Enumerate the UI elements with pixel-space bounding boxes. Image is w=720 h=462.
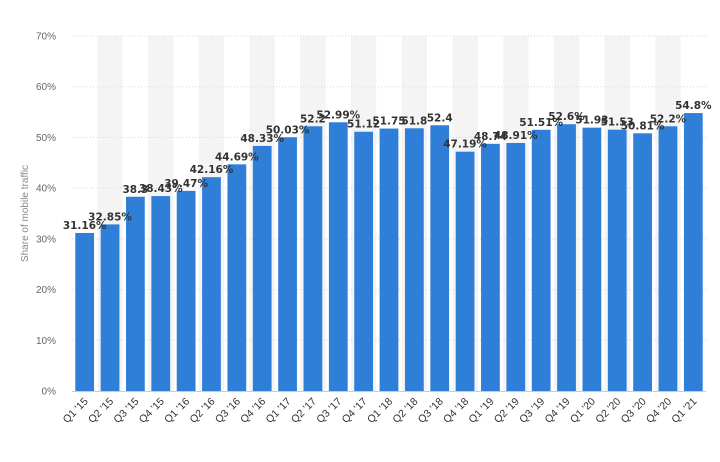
bar <box>506 142 526 391</box>
bar <box>658 126 678 392</box>
bar <box>531 129 551 391</box>
bar <box>100 224 120 391</box>
bar <box>75 232 95 391</box>
x-tick-label: Q3 '20 <box>619 396 649 426</box>
data-label: 38.43% <box>139 183 183 195</box>
bar <box>481 143 500 391</box>
data-label: 31.16% <box>63 220 107 232</box>
x-tick-label: Q3 '17 <box>314 396 344 426</box>
x-tick-label: Q1 '17 <box>264 396 294 426</box>
y-tick-label: 70% <box>36 32 56 43</box>
y-axis-ticks: 0% 10% 20% 30% 40% 50% 60% 70% <box>36 32 56 398</box>
data-label: 51.75 <box>372 116 405 128</box>
bar <box>278 137 297 391</box>
bar <box>430 125 450 391</box>
data-label: 48.74 <box>474 131 507 143</box>
bar <box>582 127 602 391</box>
data-label: 52.2% <box>650 113 687 125</box>
bar <box>303 126 323 392</box>
y-tick-label: 50% <box>36 133 56 144</box>
x-tick-label: Q2 '15 <box>86 396 116 426</box>
y-tick-label: 20% <box>36 285 56 296</box>
x-tick-label: Q4 '17 <box>340 396 370 426</box>
x-tick-label: Q1 '18 <box>365 396 395 426</box>
x-tick-label: Q4 '15 <box>137 396 167 426</box>
data-label: 39.47% <box>164 178 208 190</box>
data-label: 52.4 <box>427 112 453 124</box>
bar <box>151 196 171 391</box>
data-label: 51.51% <box>519 117 563 129</box>
data-label: 48.33% <box>240 133 284 145</box>
data-label: 50.81% <box>621 120 665 132</box>
x-tick-label: Q2 '17 <box>289 396 319 426</box>
data-label: 52.2 <box>300 113 326 125</box>
data-label: 51.93 <box>575 115 608 127</box>
x-tick-label: Q2 '18 <box>390 396 420 426</box>
y-tick-label: 40% <box>36 184 56 195</box>
x-tick-label: Q4 '19 <box>543 396 573 426</box>
bar <box>404 128 424 392</box>
x-tick-label: Q3 '19 <box>517 396 547 426</box>
data-labels: 31.16%32.85% 38.338.43%39.47% 42.16%44.69%… <box>63 100 712 232</box>
data-label: 51.8 <box>401 115 427 127</box>
bar <box>354 131 374 391</box>
data-label: 52.6% <box>548 111 585 123</box>
y-tick-label: 0% <box>42 387 57 398</box>
data-label: 52.99% <box>316 109 360 121</box>
bars <box>75 113 703 392</box>
data-label: 47.19% <box>443 139 487 151</box>
bar <box>227 164 247 391</box>
x-tick-label: Q4 '18 <box>441 396 471 426</box>
bar <box>176 190 196 391</box>
x-tick-label: Q1 '21 <box>669 396 699 426</box>
x-tick-label: Q4 '16 <box>238 396 268 426</box>
bar <box>607 129 627 391</box>
data-label: 32.85% <box>88 211 132 223</box>
x-tick-label: Q1 '16 <box>162 396 192 426</box>
data-label: 50.03% <box>266 124 310 136</box>
bar <box>202 177 221 391</box>
data-label: 48.91% <box>494 130 538 142</box>
bar <box>557 124 576 391</box>
y-tick-label: 10% <box>36 336 56 347</box>
data-label: 44.69% <box>215 151 259 163</box>
bar <box>252 145 272 391</box>
data-label: 51.53 <box>601 117 634 129</box>
x-tick-label: Q3 '18 <box>416 396 446 426</box>
x-tick-label: Q3 '15 <box>111 396 141 426</box>
x-tick-label: Q1 '20 <box>568 396 598 426</box>
bar <box>328 122 348 391</box>
x-tick-label: Q1 '19 <box>466 396 496 426</box>
y-axis-title: Share of mobile traffic <box>20 165 31 262</box>
data-label: 51.12 <box>347 119 380 131</box>
data-label: 54.8% <box>675 100 712 112</box>
x-tick-label: Q2 '19 <box>492 396 522 426</box>
bar <box>683 113 703 391</box>
x-tick-label: Q2 '16 <box>187 396 217 426</box>
x-tick-label: Q2 '20 <box>593 396 623 426</box>
bar <box>126 196 145 391</box>
data-label: 42.16% <box>190 164 234 176</box>
data-label: 38.3 <box>122 184 148 196</box>
y-tick-label: 60% <box>36 82 56 93</box>
x-tick-label: Q4 '20 <box>644 396 674 426</box>
y-tick-label: 30% <box>36 234 56 245</box>
x-tick-label: Q1 '15 <box>61 396 91 426</box>
bar <box>633 133 652 391</box>
bar <box>455 151 475 391</box>
bar <box>379 128 399 391</box>
x-tick-label: Q3 '16 <box>213 396 243 426</box>
